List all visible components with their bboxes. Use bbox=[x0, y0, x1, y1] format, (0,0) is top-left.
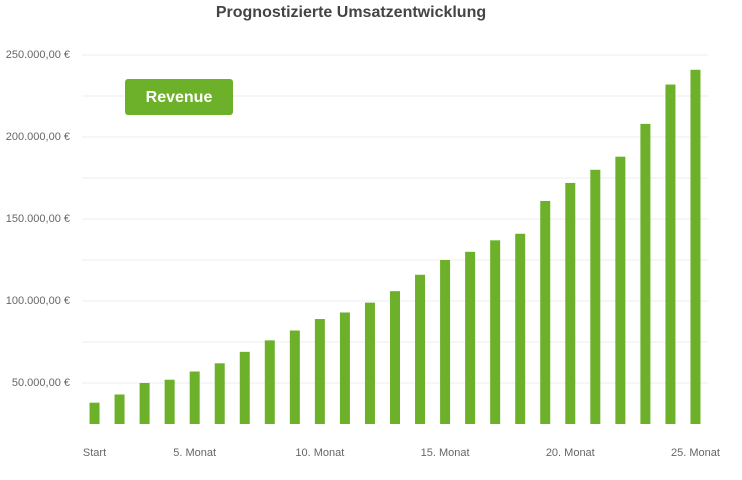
bar bbox=[640, 123, 651, 424]
bar bbox=[189, 371, 200, 424]
y-tick-label: 200.000,00 € bbox=[6, 131, 70, 143]
bar bbox=[264, 340, 275, 424]
bar bbox=[590, 169, 601, 424]
bar bbox=[239, 351, 250, 424]
x-tick-label: 25. Monat bbox=[671, 447, 720, 459]
x-tick-label: 20. Monat bbox=[546, 447, 595, 459]
bar bbox=[515, 233, 526, 424]
bar bbox=[540, 200, 551, 424]
bar bbox=[415, 274, 426, 424]
bar bbox=[490, 240, 501, 424]
y-tick-label: 50.000,00 € bbox=[12, 377, 70, 389]
bar bbox=[114, 394, 125, 424]
y-tick-label: 100.000,00 € bbox=[6, 295, 70, 307]
bar bbox=[615, 156, 626, 424]
chart-title: Prognostizierte Umsatzentwicklung bbox=[216, 4, 486, 21]
bar bbox=[565, 182, 576, 424]
bar bbox=[339, 312, 350, 424]
y-tick-label: 150.000,00 € bbox=[6, 213, 70, 225]
x-tick-label: 10. Monat bbox=[295, 447, 344, 459]
bar bbox=[364, 302, 375, 424]
bar bbox=[465, 251, 476, 424]
bar bbox=[690, 69, 701, 424]
legend-label: Revenue bbox=[146, 89, 213, 106]
x-tick-label: 5. Monat bbox=[173, 447, 216, 459]
bar bbox=[440, 260, 451, 424]
bar bbox=[164, 379, 175, 424]
x-tick-label: Start bbox=[83, 447, 106, 459]
legend-box bbox=[125, 79, 233, 115]
bar bbox=[390, 291, 400, 424]
bar bbox=[139, 383, 150, 424]
bar bbox=[665, 84, 676, 425]
bar bbox=[89, 402, 100, 424]
bar bbox=[314, 319, 325, 424]
legend-item: Revenue bbox=[125, 79, 233, 115]
x-tick-label: 15. Monat bbox=[421, 447, 470, 459]
bar bbox=[214, 363, 225, 424]
bar bbox=[289, 330, 300, 424]
y-tick-label: 250.000,00 € bbox=[6, 49, 70, 61]
